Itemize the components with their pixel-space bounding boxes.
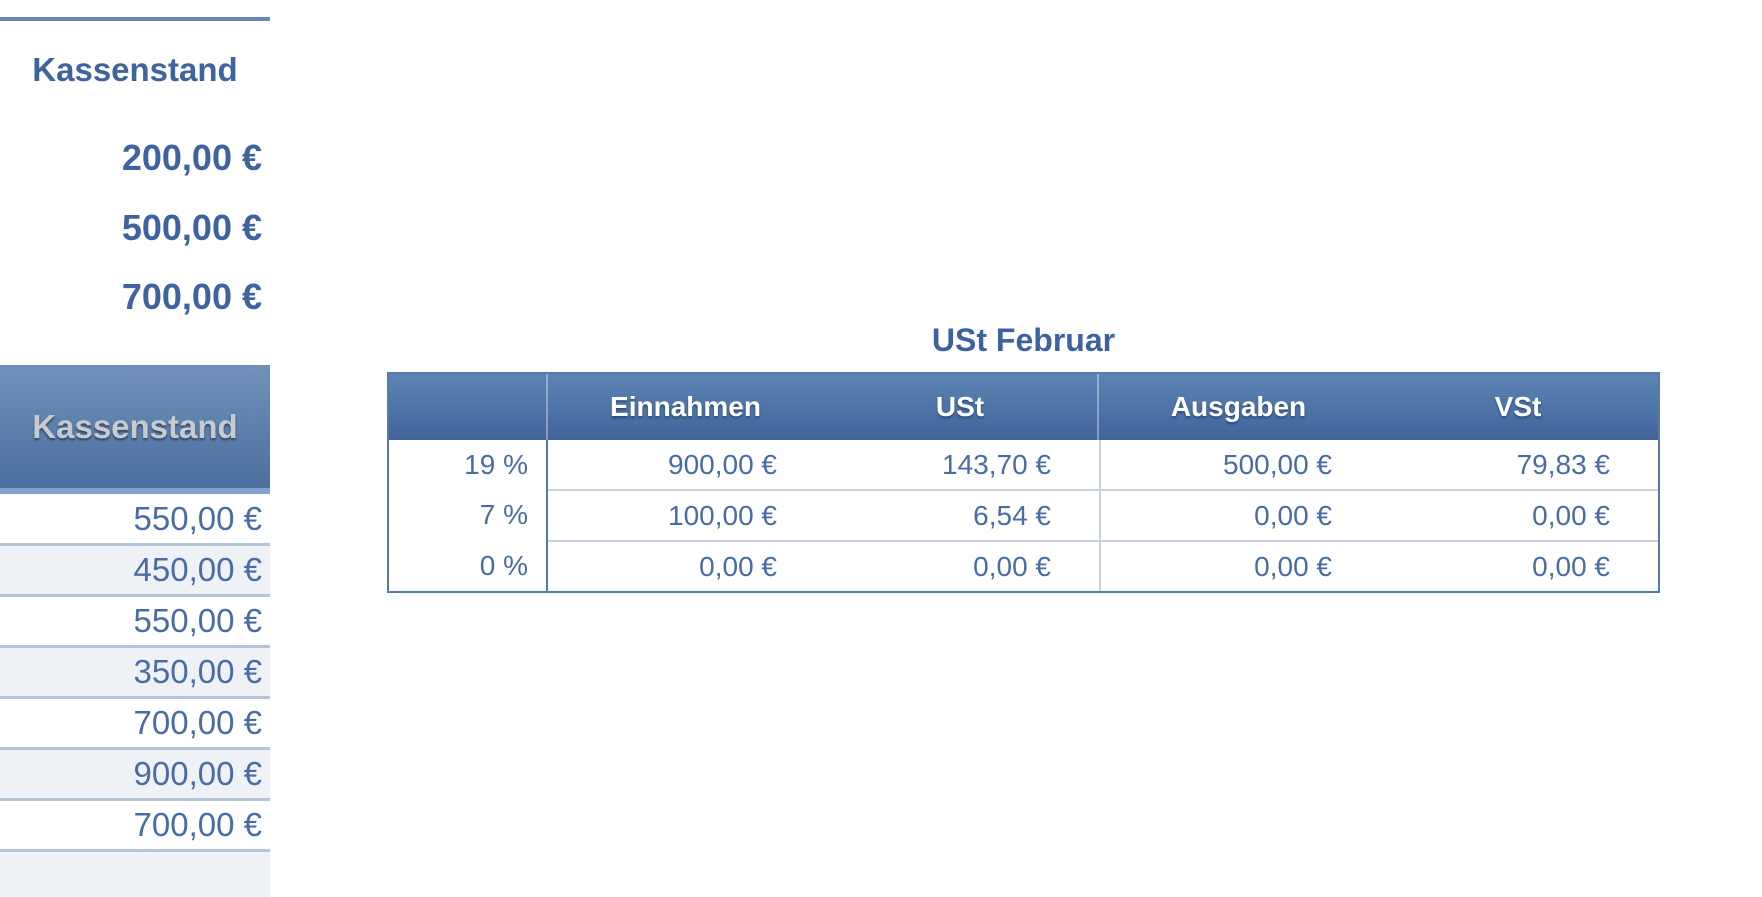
kassenstand-summary-cell[interactable]: 500,00 € — [121, 207, 262, 248]
kassenstand-row-cell[interactable]: 900,00 € — [0, 750, 270, 801]
kassenstand-column-header-bar[interactable]: Kassenstand — [0, 365, 270, 494]
tax-rate-cell[interactable]: 19 % — [464, 449, 528, 481]
ust-header-cell-ust[interactable]: USt — [935, 391, 985, 422]
tax-rate-cell[interactable]: 0 % — [479, 549, 528, 581]
kassenstand-summary-cell[interactable]: 700,00 € — [121, 276, 262, 317]
tax-rate-cell[interactable]: 7 % — [479, 499, 528, 531]
kassenstand-row-cell[interactable]: 350,00 € — [0, 648, 270, 699]
ust-cell[interactable]: 6,54 € — [973, 499, 1051, 531]
vst-cell[interactable]: 79,83 € — [1516, 448, 1610, 480]
ust-header-cell-empty[interactable] — [389, 374, 546, 440]
table-row: 100,00 € 6,54 € 0,00 € 0,00 € — [548, 491, 1658, 542]
ust-header-cell-ausgaben[interactable]: Ausgaben — [1097, 374, 1378, 440]
einnahmen-cell[interactable]: 0,00 € — [699, 550, 777, 582]
kassenstand-row-cell[interactable]: 550,00 € — [0, 597, 270, 648]
ust-header-cell-vst[interactable]: VSt — [1494, 391, 1542, 422]
ust-value-area: 900,00 € 143,70 € 500,00 € 79,83 € 100,0… — [548, 440, 1658, 591]
einnahmen-cell[interactable]: 900,00 € — [668, 448, 777, 480]
kassenstand-title-cell[interactable]: Kassenstand — [32, 51, 238, 88]
table-row: 900,00 € 143,70 € 500,00 € 79,83 € — [548, 440, 1658, 491]
ust-table-header-row: Einnahmen USt Ausgaben VSt — [389, 374, 1658, 440]
ust-cell[interactable]: 143,70 € — [942, 448, 1051, 480]
kassenstand-row-cell-empty[interactable] — [0, 852, 270, 897]
tax-rate-column: 19 % 7 % 0 % — [389, 440, 548, 591]
vst-cell[interactable]: 0,00 € — [1532, 550, 1610, 582]
kassenstand-row-cell[interactable]: 550,00 € — [0, 495, 270, 546]
ausgaben-cell[interactable]: 500,00 € — [1099, 440, 1380, 489]
ausgaben-cell[interactable]: 0,00 € — [1099, 542, 1380, 591]
kassenstand-column-header-label: Kassenstand — [32, 407, 238, 445]
kassenstand-row-cell[interactable]: 700,00 € — [0, 801, 270, 852]
kassenstand-row-cell[interactable]: 450,00 € — [0, 546, 270, 597]
left-table-top-border — [0, 17, 270, 21]
vst-cell[interactable]: 0,00 € — [1532, 499, 1610, 531]
einnahmen-cell[interactable]: 100,00 € — [668, 499, 777, 531]
ust-table-body: 19 % 7 % 0 % 900,00 € 143,70 € 500,00 € … — [389, 440, 1658, 591]
ausgaben-cell[interactable]: 0,00 € — [1099, 491, 1380, 540]
kassenstand-row-list: 550,00 € 450,00 € 550,00 € 350,00 € 700,… — [0, 495, 270, 897]
ust-header-cell-einnahmen[interactable]: Einnahmen — [546, 374, 823, 440]
ust-table-title[interactable]: USt Februar — [931, 322, 1116, 358]
ust-table: Einnahmen USt Ausgaben VSt 19 % 7 % 0 % … — [387, 372, 1660, 593]
kassenstand-summary-cell[interactable]: 200,00 € — [121, 137, 262, 178]
ust-cell[interactable]: 0,00 € — [973, 550, 1051, 582]
table-row: 0,00 € 0,00 € 0,00 € 0,00 € — [548, 542, 1658, 591]
kassenstand-row-cell[interactable]: 700,00 € — [0, 699, 270, 750]
